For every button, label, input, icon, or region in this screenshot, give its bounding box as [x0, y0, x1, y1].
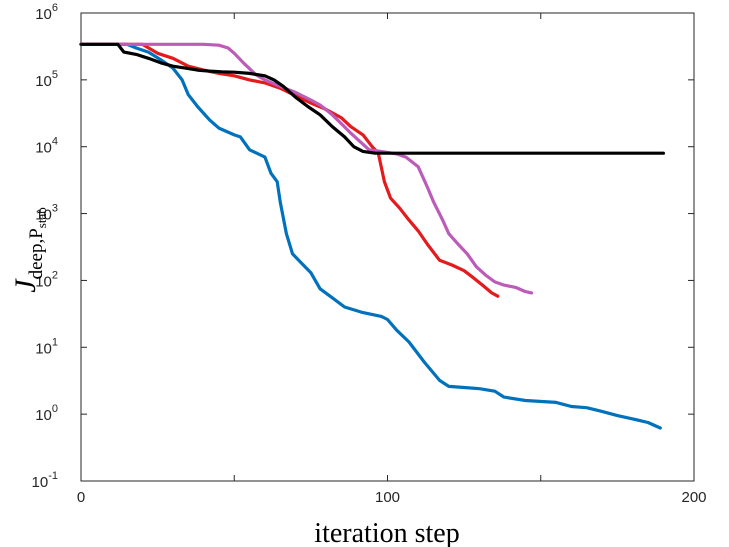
- series-line-1: [79, 42, 662, 430]
- y-tick-label: 106: [35, 2, 58, 23]
- y-tick-label: 104: [35, 136, 58, 157]
- y-axis-label-sub: deep,P: [26, 228, 47, 279]
- y-tick-label: 103: [35, 203, 58, 224]
- x-tick-label: 100: [375, 489, 400, 506]
- y-axis-label: Jdeep,Pstab: [9, 207, 49, 292]
- y-tick-label: 100: [35, 403, 58, 424]
- series-line-2: [79, 42, 500, 298]
- y-axis-label-subsub: stab: [34, 207, 49, 228]
- x-tick-label: 0: [77, 489, 85, 506]
- series-line-4: [79, 42, 665, 155]
- tick-layer: 0 100 200 10-1 100 101 102 103 104 105 106: [32, 2, 707, 506]
- y-tick-label: 101: [35, 336, 58, 357]
- series-line-3: [79, 42, 534, 295]
- y-tick-label: 102: [35, 269, 58, 290]
- y-axis-label-main: J: [9, 278, 42, 293]
- x-axis-label: iteration step: [314, 518, 459, 547]
- y-tick-label: 10-1: [32, 470, 58, 491]
- plot-area: [81, 13, 694, 481]
- series-layer: [79, 42, 665, 430]
- y-tick-label: 105: [35, 69, 58, 90]
- x-tick-label: 200: [681, 489, 706, 506]
